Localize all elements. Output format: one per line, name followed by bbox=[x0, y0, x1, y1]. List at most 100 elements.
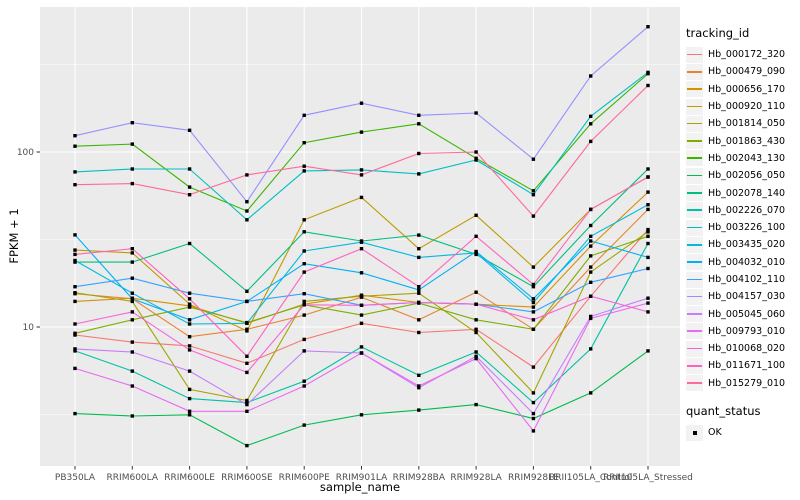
data-point bbox=[302, 169, 306, 173]
data-point bbox=[130, 167, 134, 171]
data-point bbox=[474, 354, 478, 358]
data-point bbox=[187, 409, 192, 413]
legend-item-label: Hb_001814_050 bbox=[708, 118, 786, 130]
data-point bbox=[531, 193, 536, 197]
legend-item-Hb_002226_070: Hb_002226_070 bbox=[686, 202, 798, 219]
data-point bbox=[589, 74, 593, 78]
data-point bbox=[417, 247, 421, 251]
legend-line-key-icon bbox=[686, 46, 703, 63]
data-point bbox=[302, 337, 306, 342]
data-point bbox=[646, 70, 650, 75]
data-point bbox=[646, 234, 650, 238]
data-point bbox=[589, 391, 593, 395]
data-point bbox=[245, 218, 249, 222]
data-point bbox=[73, 170, 77, 174]
data-point bbox=[245, 200, 249, 204]
legend-item-Hb_003226_100: Hb_003226_100 bbox=[686, 219, 798, 236]
data-point bbox=[531, 297, 536, 301]
legend-line-key-icon bbox=[686, 98, 703, 115]
data-point bbox=[130, 310, 134, 314]
data-point bbox=[302, 262, 306, 266]
legend-item-Hb_010068_020: Hb_010068_020 bbox=[686, 340, 798, 357]
data-point bbox=[474, 402, 478, 407]
data-point bbox=[417, 408, 421, 412]
data-point bbox=[589, 294, 593, 298]
data-point bbox=[73, 411, 77, 416]
data-point bbox=[417, 288, 421, 292]
legend-line-key-icon bbox=[686, 63, 703, 80]
data-point bbox=[187, 297, 192, 301]
legend-item-label: Hb_002056_050 bbox=[708, 170, 786, 182]
data-point bbox=[646, 190, 650, 194]
data-point bbox=[417, 373, 421, 377]
x-tick-label: RRIM600LE bbox=[164, 473, 215, 483]
data-point bbox=[73, 183, 77, 187]
legend-line-key-icon bbox=[686, 357, 703, 374]
data-point bbox=[302, 141, 306, 145]
data-point bbox=[646, 203, 650, 207]
data-point bbox=[531, 411, 536, 416]
data-point bbox=[302, 384, 306, 388]
data-point bbox=[359, 173, 364, 177]
data-point bbox=[302, 292, 306, 296]
panel-background bbox=[40, 7, 680, 466]
data-point bbox=[417, 113, 421, 117]
data-point bbox=[359, 247, 364, 251]
y-tick-label: 10 bbox=[23, 323, 35, 333]
data-point bbox=[73, 134, 77, 138]
legend-item-Hb_011671_100: Hb_011671_100 bbox=[686, 357, 798, 374]
legend-line-key-icon bbox=[686, 375, 703, 392]
data-point bbox=[73, 299, 77, 304]
legend-item-Hb_015279_010: Hb_015279_010 bbox=[686, 375, 798, 392]
data-point bbox=[474, 356, 478, 361]
data-point bbox=[474, 213, 478, 217]
legend-item-label: Hb_002043_130 bbox=[708, 152, 786, 164]
data-point bbox=[73, 258, 77, 263]
legend-item-label: Hb_005045_060 bbox=[708, 308, 786, 320]
x-tick-label: RRII105LA_Stressed bbox=[603, 473, 693, 483]
data-point bbox=[130, 121, 134, 125]
data-point bbox=[589, 234, 593, 238]
data-point bbox=[73, 366, 77, 371]
data-point bbox=[359, 195, 364, 200]
data-point bbox=[130, 369, 134, 373]
x-tick-label: RRII105LA_Control bbox=[549, 473, 632, 483]
data-point bbox=[474, 330, 478, 335]
data-point bbox=[302, 230, 306, 234]
data-point bbox=[187, 335, 192, 339]
data-point bbox=[187, 322, 192, 326]
data-point bbox=[589, 244, 593, 248]
data-point bbox=[187, 413, 192, 417]
data-point bbox=[531, 327, 536, 331]
legend-line-key-icon bbox=[686, 202, 703, 219]
data-point bbox=[130, 384, 134, 388]
data-point bbox=[531, 285, 536, 289]
legend-line-key-icon bbox=[686, 167, 703, 184]
data-point bbox=[589, 114, 593, 118]
legend-item-label: Hb_000920_110 bbox=[708, 101, 786, 113]
data-point bbox=[73, 349, 77, 353]
data-point bbox=[130, 414, 134, 418]
data-point bbox=[359, 413, 364, 417]
data-point bbox=[531, 265, 536, 269]
data-point bbox=[646, 255, 650, 260]
data-point bbox=[531, 400, 536, 405]
data-point bbox=[245, 370, 249, 375]
legend-item-Hb_002056_050: Hb_002056_050 bbox=[686, 167, 798, 184]
data-point bbox=[474, 249, 478, 254]
data-point bbox=[417, 151, 421, 156]
x-tick-label: RRIM600LA bbox=[107, 473, 159, 483]
data-point bbox=[531, 282, 536, 287]
legend-item-Hb_003435_020: Hb_003435_020 bbox=[686, 236, 798, 253]
legend-item-label: Hb_003435_020 bbox=[708, 239, 786, 251]
legend-item-ok: OK bbox=[686, 424, 798, 441]
data-point bbox=[646, 167, 650, 171]
data-point bbox=[417, 330, 421, 335]
data-point bbox=[531, 429, 536, 433]
legend-title-quant-status: quant_status bbox=[686, 403, 761, 418]
data-point bbox=[130, 350, 134, 354]
data-point bbox=[531, 157, 536, 161]
plot-panel: PB350LA RRIM600LA RRIM600LE RRIM600SE RRIM60… bbox=[17, 7, 693, 483]
legend-item-Hb_000656_170: Hb_000656_170 bbox=[686, 81, 798, 98]
